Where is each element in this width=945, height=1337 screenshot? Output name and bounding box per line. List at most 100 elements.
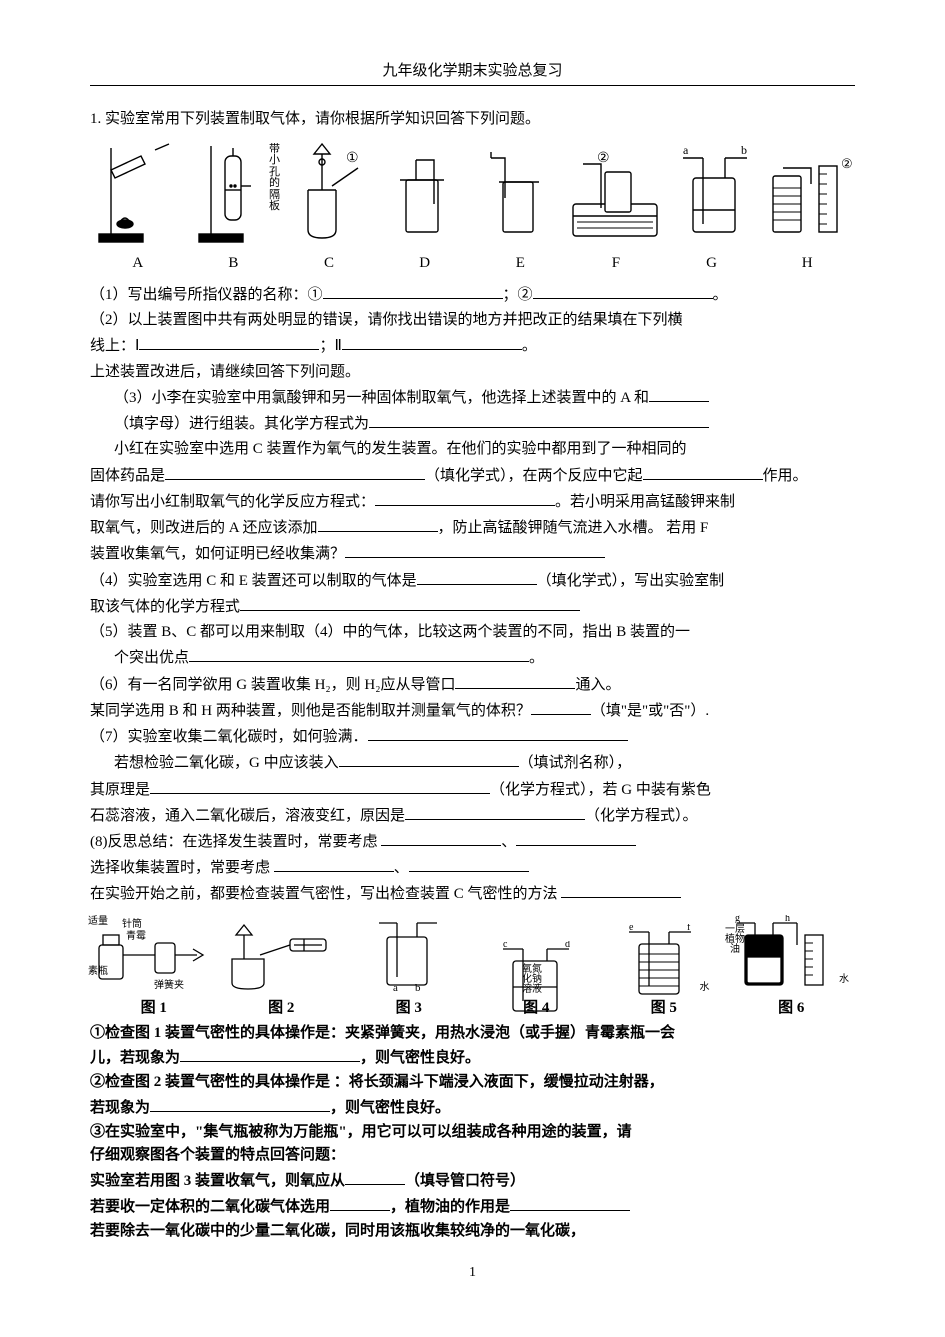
text: 若想检验二氧化碳，G 中应该装入: [114, 755, 339, 771]
apparatus-label: A: [90, 252, 186, 275]
blank: [405, 804, 585, 820]
g2-l2: 若现象为 ，则气密性良好。: [90, 1096, 855, 1120]
blank: [165, 464, 425, 480]
fig-label: 图 2: [218, 997, 346, 1020]
blank: [409, 856, 529, 872]
apparatus-b: 带 小 孔 的 隔 板: [185, 138, 278, 248]
blank: [150, 1096, 330, 1112]
apparatus-a: [90, 138, 183, 248]
apparatus-label-row: A B C D E F G H: [90, 252, 855, 275]
blank: [368, 725, 628, 741]
page: 九年级化学期末实验总复习 1. 实验室常用下列装置制取气体，请你根据所学知识回答…: [0, 0, 945, 1324]
fig4-text: 氧氮 化钠 溶液: [517, 965, 547, 995]
t: 溶液: [517, 985, 547, 995]
fig-label: 图 5: [600, 997, 728, 1020]
fig6-water: 水: [839, 972, 849, 988]
apparatus-h: ②: [762, 138, 855, 248]
text: 若要收一定体积的二氧化碳气体选用: [90, 1199, 330, 1215]
text: ，防止高锰酸钾随气流进入水槽。 若用 F: [438, 520, 709, 536]
side-text: 小: [269, 155, 280, 167]
blank: [318, 516, 438, 532]
q3-l4: 固体药品是（填化学式），在两个反应中它起作用。: [90, 464, 855, 488]
q5-l2: 个突出优点。: [90, 646, 855, 670]
q3-l6: 取氧气，则改进后的 A 还应该添加 ，防止高锰酸钾随气流进入水槽。 若用 F: [90, 516, 855, 540]
blank: [180, 1046, 360, 1062]
blank: [339, 751, 519, 767]
text: 在实验开始之前，都要检查装置气密性，写出检查装置 C 气密性的方法: [90, 886, 558, 902]
text: （填"是"或"否"）.: [591, 703, 709, 719]
q7-l3: 其原理是（化学方程式），若 G 中装有紫色: [90, 778, 855, 802]
q6-l2: 某同学选用 B 和 H 两种装置，则他是否能制取并测量氧气的体积？（填"是"或"…: [90, 699, 855, 723]
text: (8)反思总结：在选择发生装置时，常要考虑: [90, 834, 378, 850]
apparatus-g: a b: [667, 138, 760, 248]
g1-l2: 儿，若现象为，则气密性良好。: [90, 1046, 855, 1070]
text: （填化学式），在两个反应中它起: [425, 468, 643, 484]
text: （4）实验室选用 C 和 E 装置还可以制取的气体是: [90, 573, 417, 589]
blank: [516, 830, 636, 846]
blank: [561, 882, 681, 898]
q1-lead: （1）写出编号所指仪器的名称：①: [90, 287, 323, 303]
svg-text:②: ②: [597, 151, 610, 166]
q3-l2: （填字母）进行组装。其化学方程式为: [90, 412, 855, 436]
text: 石蕊溶液，通入二氧化碳后，溶液变红，原因是: [90, 808, 405, 824]
intro-text: 1. 实验室常用下列装置制取气体，请你根据所学知识回答下列问题。: [90, 108, 855, 131]
apparatus-figure-row: 带 小 孔 的 隔 板 ①: [90, 138, 855, 248]
text: 儿，若现象为: [90, 1050, 180, 1066]
q7-l1: （7）实验室收集二氧化碳时，如何验满．: [90, 725, 855, 749]
fig-label: 图 1: [90, 997, 218, 1020]
fig1: 适量 素瓶 针筒 青霉 弹簧夹: [90, 915, 215, 995]
page-number: 1: [90, 1262, 855, 1284]
q7-l4: 石蕊溶液，通入二氧化碳后，溶液变红，原因是（化学方程式）。: [90, 804, 855, 828]
apparatus-label: G: [664, 252, 760, 275]
blank: [342, 334, 522, 350]
header-rule: [90, 85, 855, 86]
q2-l2b: ；Ⅱ: [319, 338, 341, 354]
fig-label: 图 3: [345, 997, 473, 1020]
svg-text:a: a: [393, 982, 398, 994]
t: 油: [725, 945, 745, 955]
svg-text:c: c: [503, 941, 508, 950]
apparatus-label: F: [568, 252, 664, 275]
text: 取氧气，则改进后的 A 还应该添加: [90, 520, 318, 536]
figure-labels-row2: 图 1 图 2 图 3 图 4 图 5 图 6: [90, 997, 855, 1020]
diagram-row-2: 适量 素瓶 针筒 青霉 弹簧夹: [90, 915, 855, 995]
svg-text:a: a: [683, 143, 689, 157]
blank: [150, 778, 490, 794]
fig-label: 图 4: [473, 997, 601, 1020]
text: 选择收集装置时，常要考虑: [90, 860, 270, 876]
text: 请你写出小红制取氧气的化学反应方程式：: [90, 494, 375, 510]
text: 若现象为: [90, 1100, 150, 1116]
page-header-title: 九年级化学期末实验总复习: [90, 60, 855, 83]
text: 通入。: [575, 677, 620, 693]
blank: [533, 283, 713, 299]
q8-l3: 在实验开始之前，都要检查装置气密性，写出检查装置 C 气密性的方法: [90, 882, 855, 906]
fig6: g h 一层 植物 油 水: [725, 915, 855, 995]
blank: [345, 1169, 405, 1185]
q2-line3: 上述装置改进后，请继续回答下列问题。: [90, 361, 855, 384]
text: （填字母）进行组装。其化学方程式为: [114, 416, 369, 432]
text: （填试剂名称），: [519, 755, 632, 771]
svg-text:e: e: [629, 924, 634, 933]
svg-text:②: ②: [841, 156, 853, 171]
fig4: c d 氧氮 化钠 溶液: [471, 941, 596, 995]
blank: [649, 386, 709, 402]
svg-text:b: b: [741, 143, 747, 157]
text: ，则气密性良好。: [330, 1100, 450, 1116]
text: （7）实验室收集二氧化碳时，如何验满．: [90, 729, 368, 745]
t: 适量: [88, 917, 108, 927]
text: （3）小李在实验室中用氯酸钾和另一种固体制取氧气，他选择上述装置中的 A 和: [114, 390, 649, 406]
fig1-qm: 青霉: [126, 929, 146, 945]
q8-l2: 选择收集装置时，常要考虑 、: [90, 856, 855, 880]
q8-l1: (8)反思总结：在选择发生装置时，常要考虑 、: [90, 830, 855, 854]
fig3: a b: [344, 915, 469, 995]
apparatus-b-side-label: 带 小 孔 的 隔 板: [269, 144, 280, 213]
fig5: e f 水: [598, 924, 723, 996]
q3-l5: 请你写出小红制取氧气的化学反应方程式：。若小明采用高锰酸钾来制: [90, 490, 855, 514]
text: （6）有一名同学欲用 G 装置收集 H₂，则 H₂应从导管口: [90, 677, 455, 693]
blank: [139, 334, 319, 350]
g3-l4: 若要收一定体积的二氧化碳气体选用，植物油的作用是: [90, 1195, 855, 1219]
text: （填化学式），写出实验室制: [537, 573, 725, 589]
g3-l2: 仔细观察图各个装置的特点回答问题：: [90, 1145, 855, 1167]
fig2: [217, 915, 342, 995]
svg-text:b: b: [415, 982, 421, 994]
